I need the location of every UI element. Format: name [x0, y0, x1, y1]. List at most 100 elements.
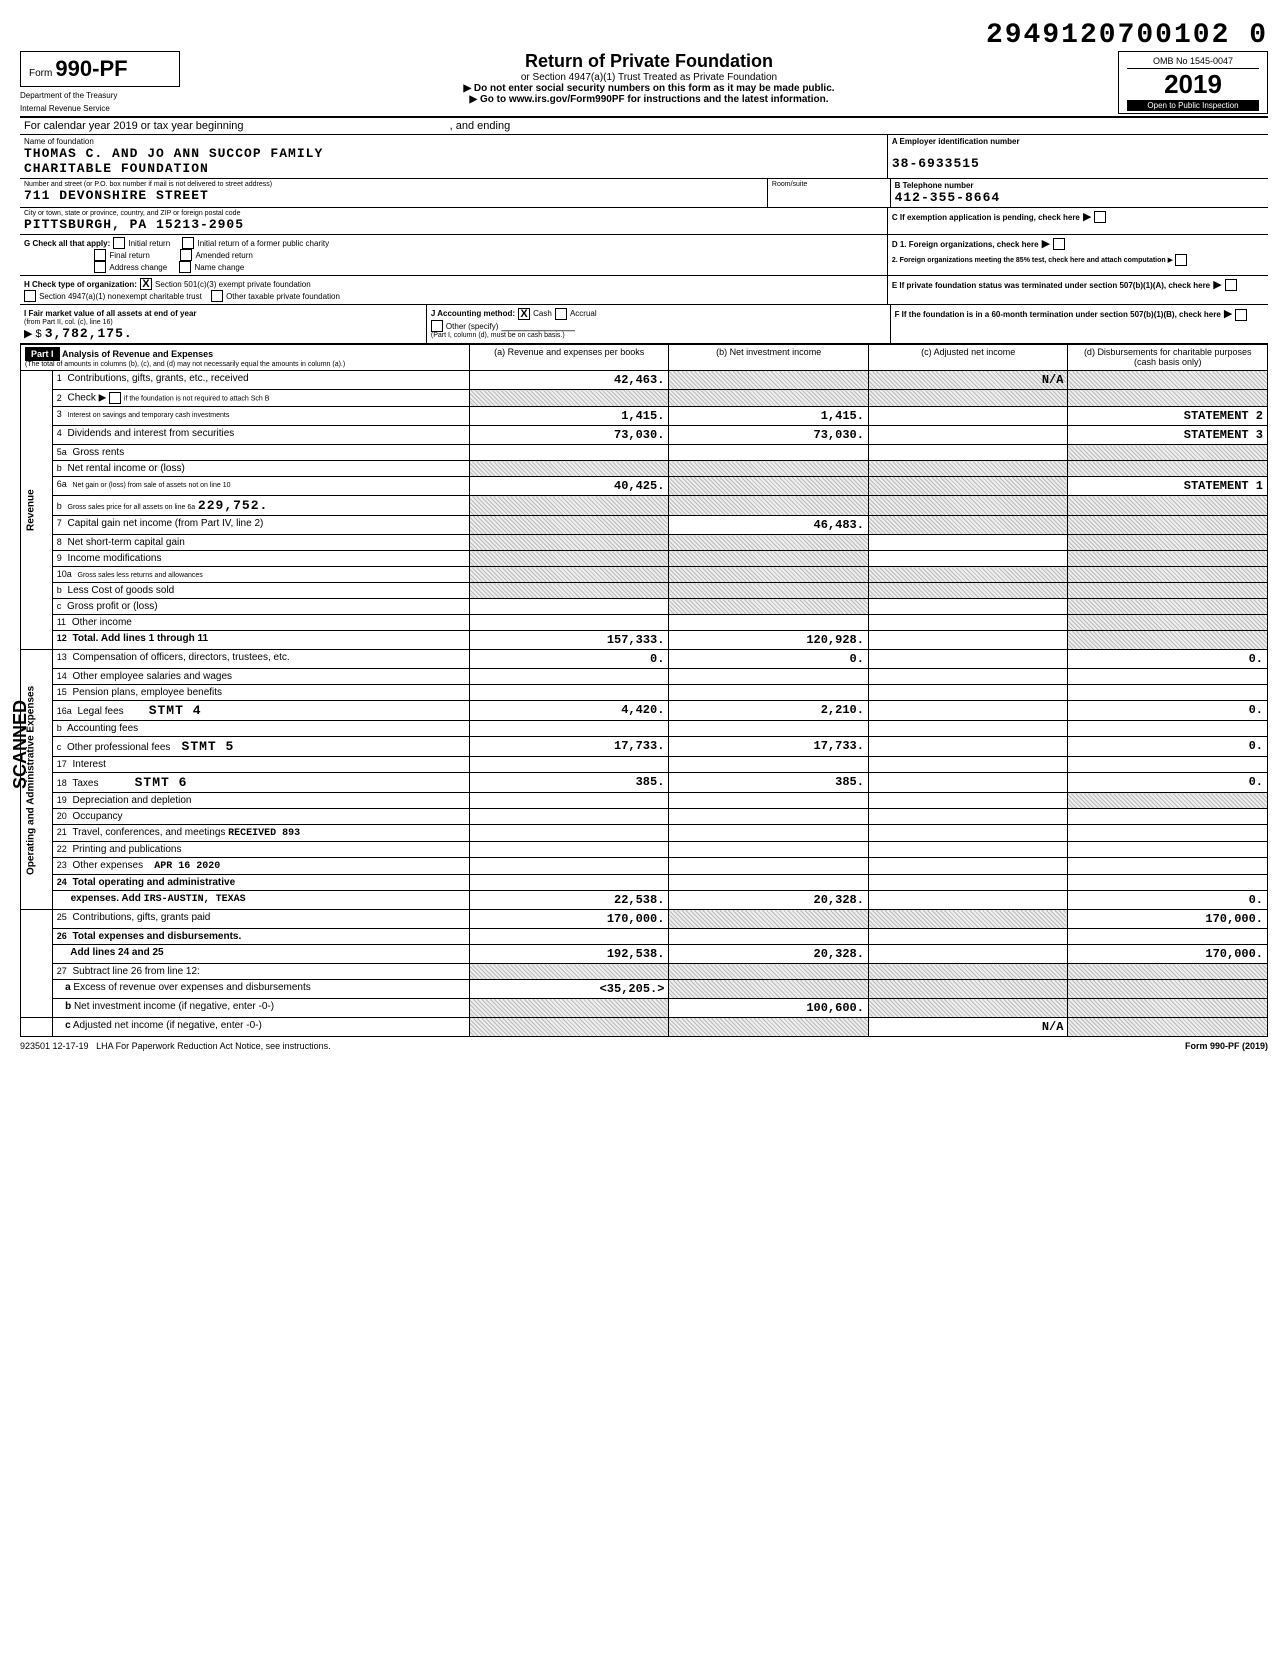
tax-year: 2019: [1127, 69, 1259, 100]
part1-title: Analysis of Revenue and Expenses: [62, 349, 213, 359]
form-header: Form 990-PF Department of the Treasury I…: [20, 51, 1268, 118]
val-26ba: 192,538.: [469, 945, 669, 964]
val-26bb: 20,328.: [669, 945, 869, 964]
row-27c: c Adjusted net income (if negative, ente…: [21, 1018, 1268, 1037]
e-checkbox[interactable]: [1225, 279, 1237, 291]
row-18: 18 Taxes STMT 6 385. 385. 0.: [21, 773, 1268, 793]
label-1: Contributions, gifts, grants, etc., rece…: [68, 373, 249, 384]
row-13: Operating and Administrative Expenses 13…: [21, 650, 1268, 669]
label-27a: Excess of revenue over expenses and disb…: [73, 982, 310, 993]
ln-3: 3: [57, 409, 65, 419]
ein-label: A Employer identification number: [892, 137, 1264, 146]
street-value: 711 DEVONSHIRE STREET: [24, 188, 763, 203]
label-10b: Less Cost of goods sold: [68, 585, 175, 596]
label-20: Occupancy: [73, 811, 123, 822]
val-4d: STATEMENT 3: [1068, 426, 1268, 445]
val-13b: 0.: [669, 650, 869, 669]
row-11: 11 Other income: [21, 615, 1268, 631]
val-24b: 20,328.: [669, 891, 869, 910]
row-26: 26 Total expenses and disbursements.: [21, 929, 1268, 945]
h-other-checkbox[interactable]: [211, 290, 223, 302]
stamp-24b: IRS-AUSTIN, TEXAS: [144, 894, 246, 905]
h-4947-checkbox[interactable]: [24, 290, 36, 302]
f-label: F If the foundation is in a 60-month ter…: [895, 310, 1221, 319]
row-20: 20 Occupancy: [21, 809, 1268, 825]
form-title: Return of Private Foundation: [180, 51, 1118, 72]
val-3d: STATEMENT 2: [1068, 407, 1268, 426]
foundation-name-2: CHARITABLE FOUNDATION: [24, 161, 883, 176]
ln-8: 8: [57, 537, 65, 547]
label-27: Subtract line 26 from line 12:: [73, 966, 200, 977]
d2-checkbox[interactable]: [1175, 254, 1187, 266]
j-label: J Accounting method:: [431, 309, 515, 318]
ln-11: 11: [57, 617, 69, 627]
from-part2-label: (from Part II, col. (c), line 16): [24, 319, 422, 326]
row-25: 25 Contributions, gifts, grants paid 170…: [21, 910, 1268, 929]
label-6a: Net gain or (loss) from sale of assets n…: [73, 482, 231, 489]
g-initial-former-checkbox[interactable]: [182, 237, 194, 249]
g-amended-label: Amended return: [195, 251, 252, 260]
f-checkbox[interactable]: [1235, 309, 1247, 321]
dept-treasury: Department of the Treasury: [20, 91, 180, 100]
label-10a: Gross sales less returns and allowances: [78, 572, 203, 579]
footer-left: 923501 12-17-19: [20, 1041, 89, 1051]
foundation-name-1: THOMAS C. AND JO ANN SUCCOP FAMILY: [24, 146, 883, 161]
label-6b: Gross sales price for all assets on line…: [68, 504, 196, 511]
g-initial-checkbox[interactable]: [113, 237, 125, 249]
d1-checkbox[interactable]: [1053, 238, 1065, 250]
j-cash-checkbox[interactable]: X: [518, 308, 530, 320]
val-16cd: 0.: [1068, 737, 1268, 757]
label-19: Depreciation and depletion: [73, 795, 192, 806]
city-value: PITTSBURGH, PA 15213-2905: [24, 217, 883, 232]
g-namechg-checkbox[interactable]: [179, 261, 191, 273]
room-label: Room/suite: [772, 181, 886, 188]
g-final-checkbox[interactable]: [94, 249, 106, 261]
col-c-header: (c) Adjusted net income: [868, 345, 1068, 371]
ssn-warning: ▶ Do not enter social security numbers o…: [180, 83, 1118, 94]
row-24b: expenses. Add IRS-AUSTIN, TEXAS 22,538. …: [21, 891, 1268, 910]
label-10c: Gross profit or (loss): [67, 601, 158, 612]
val-12a: 157,333.: [469, 631, 669, 650]
tel-label: B Telephone number: [895, 181, 1264, 190]
val-24a: 22,538.: [469, 891, 669, 910]
goto-url: ▶ Go to www.irs.gov/Form990PF for instru…: [180, 94, 1118, 105]
j-other-label: Other (specify): [446, 322, 498, 331]
ln-14: 14: [57, 671, 70, 681]
row-23: 23 Other expenses APR 16 2020: [21, 858, 1268, 875]
part1-subtitle: (The total of amounts in columns (b), (c…: [25, 361, 465, 368]
g-namechg-label: Name change: [194, 263, 244, 272]
j-accrual-checkbox[interactable]: [555, 308, 567, 320]
schb-checkbox[interactable]: [109, 392, 121, 404]
row-14: 14 Other employee salaries and wages: [21, 669, 1268, 685]
ln-15: 15: [57, 687, 70, 697]
label-15: Pension plans, employee benefits: [73, 687, 223, 698]
ln-1: 1: [57, 373, 65, 383]
h-501c3-checkbox[interactable]: X: [140, 278, 152, 290]
ln-23: 23: [57, 860, 70, 870]
j-other-checkbox[interactable]: [431, 320, 443, 332]
label-11: Other income: [72, 617, 132, 628]
row-27: 27 Subtract line 26 from line 12:: [21, 964, 1268, 980]
g-initial-former-label: Initial return of a former public charit…: [197, 239, 329, 248]
form-number: 990-PF: [55, 56, 127, 81]
ln-26: 26: [57, 931, 70, 941]
g-amended-checkbox[interactable]: [180, 249, 192, 261]
g-addrchg-checkbox[interactable]: [94, 261, 106, 273]
label-9: Income modifications: [68, 553, 162, 564]
row-2: 2 Check ▶ if the foundation is not requi…: [21, 390, 1268, 407]
ln-10c: c: [57, 601, 65, 611]
scanned-stamp: SCANNED: [10, 700, 31, 789]
label-27b: Net investment income (if negative, ente…: [74, 1001, 274, 1012]
label-18: Taxes: [72, 778, 98, 789]
ln-27: 27: [57, 966, 70, 976]
dept-irs: Internal Revenue Service: [20, 104, 180, 113]
ln-5a: 5a: [57, 447, 70, 457]
row-3: 3 Interest on savings and temporary cash…: [21, 407, 1268, 426]
label-24b: expenses. Add: [71, 893, 141, 904]
val-13d: 0.: [1068, 650, 1268, 669]
ln-5b: b: [57, 463, 65, 473]
c-exemption-checkbox[interactable]: [1094, 211, 1106, 223]
val-16aa: 4,420.: [469, 701, 669, 721]
row-6b: b Gross sales price for all assets on li…: [21, 496, 1268, 516]
val-1c: N/A: [868, 371, 1068, 390]
